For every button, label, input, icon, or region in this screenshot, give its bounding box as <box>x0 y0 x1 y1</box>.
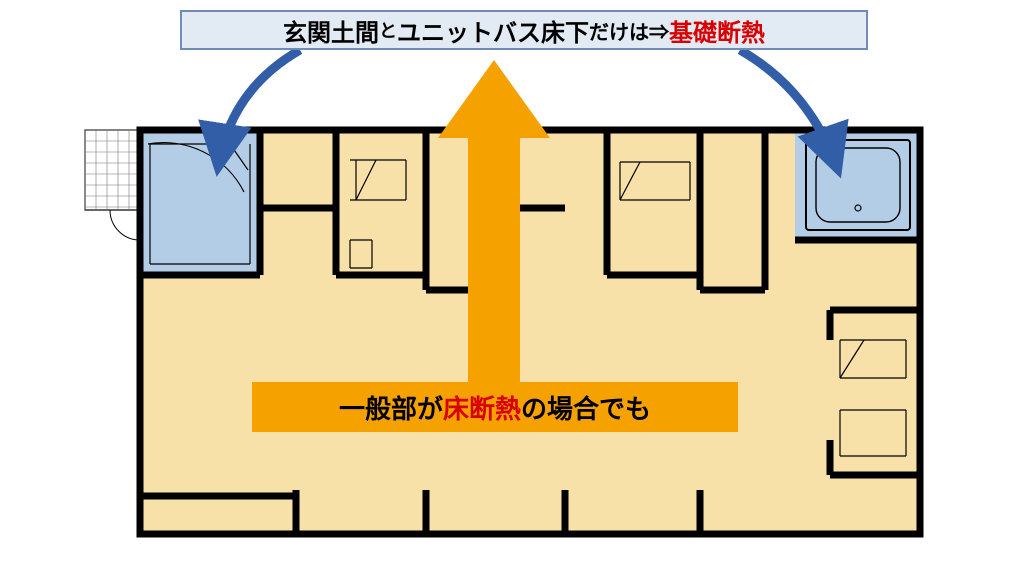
diagram-stage: 玄関土間とユニットバス床下だけは⇒基礎断熱 一般部が床断熱の場合でも <box>0 0 1024 567</box>
top-annotation-box: 玄関土間とユニットバス床下だけは⇒基礎断熱 <box>180 10 868 50</box>
top-annotation-part: 玄関土間 <box>283 13 379 48</box>
lower-annotation-box: 一般部が床断熱の場合でも <box>252 382 738 432</box>
top-annotation-part: ユニットバス床下 <box>397 13 589 48</box>
top-annotation-part: 基礎断熱 <box>669 13 765 48</box>
floorplan-svg <box>0 0 1024 567</box>
lower-annotation-part: 床断熱 <box>443 389 521 426</box>
lower-annotation-part: の場合でも <box>521 389 651 426</box>
top-annotation-part: と <box>379 17 397 43</box>
lower-annotation-part: 一般部が <box>339 389 443 426</box>
top-annotation-part: だけは⇒ <box>589 16 669 45</box>
